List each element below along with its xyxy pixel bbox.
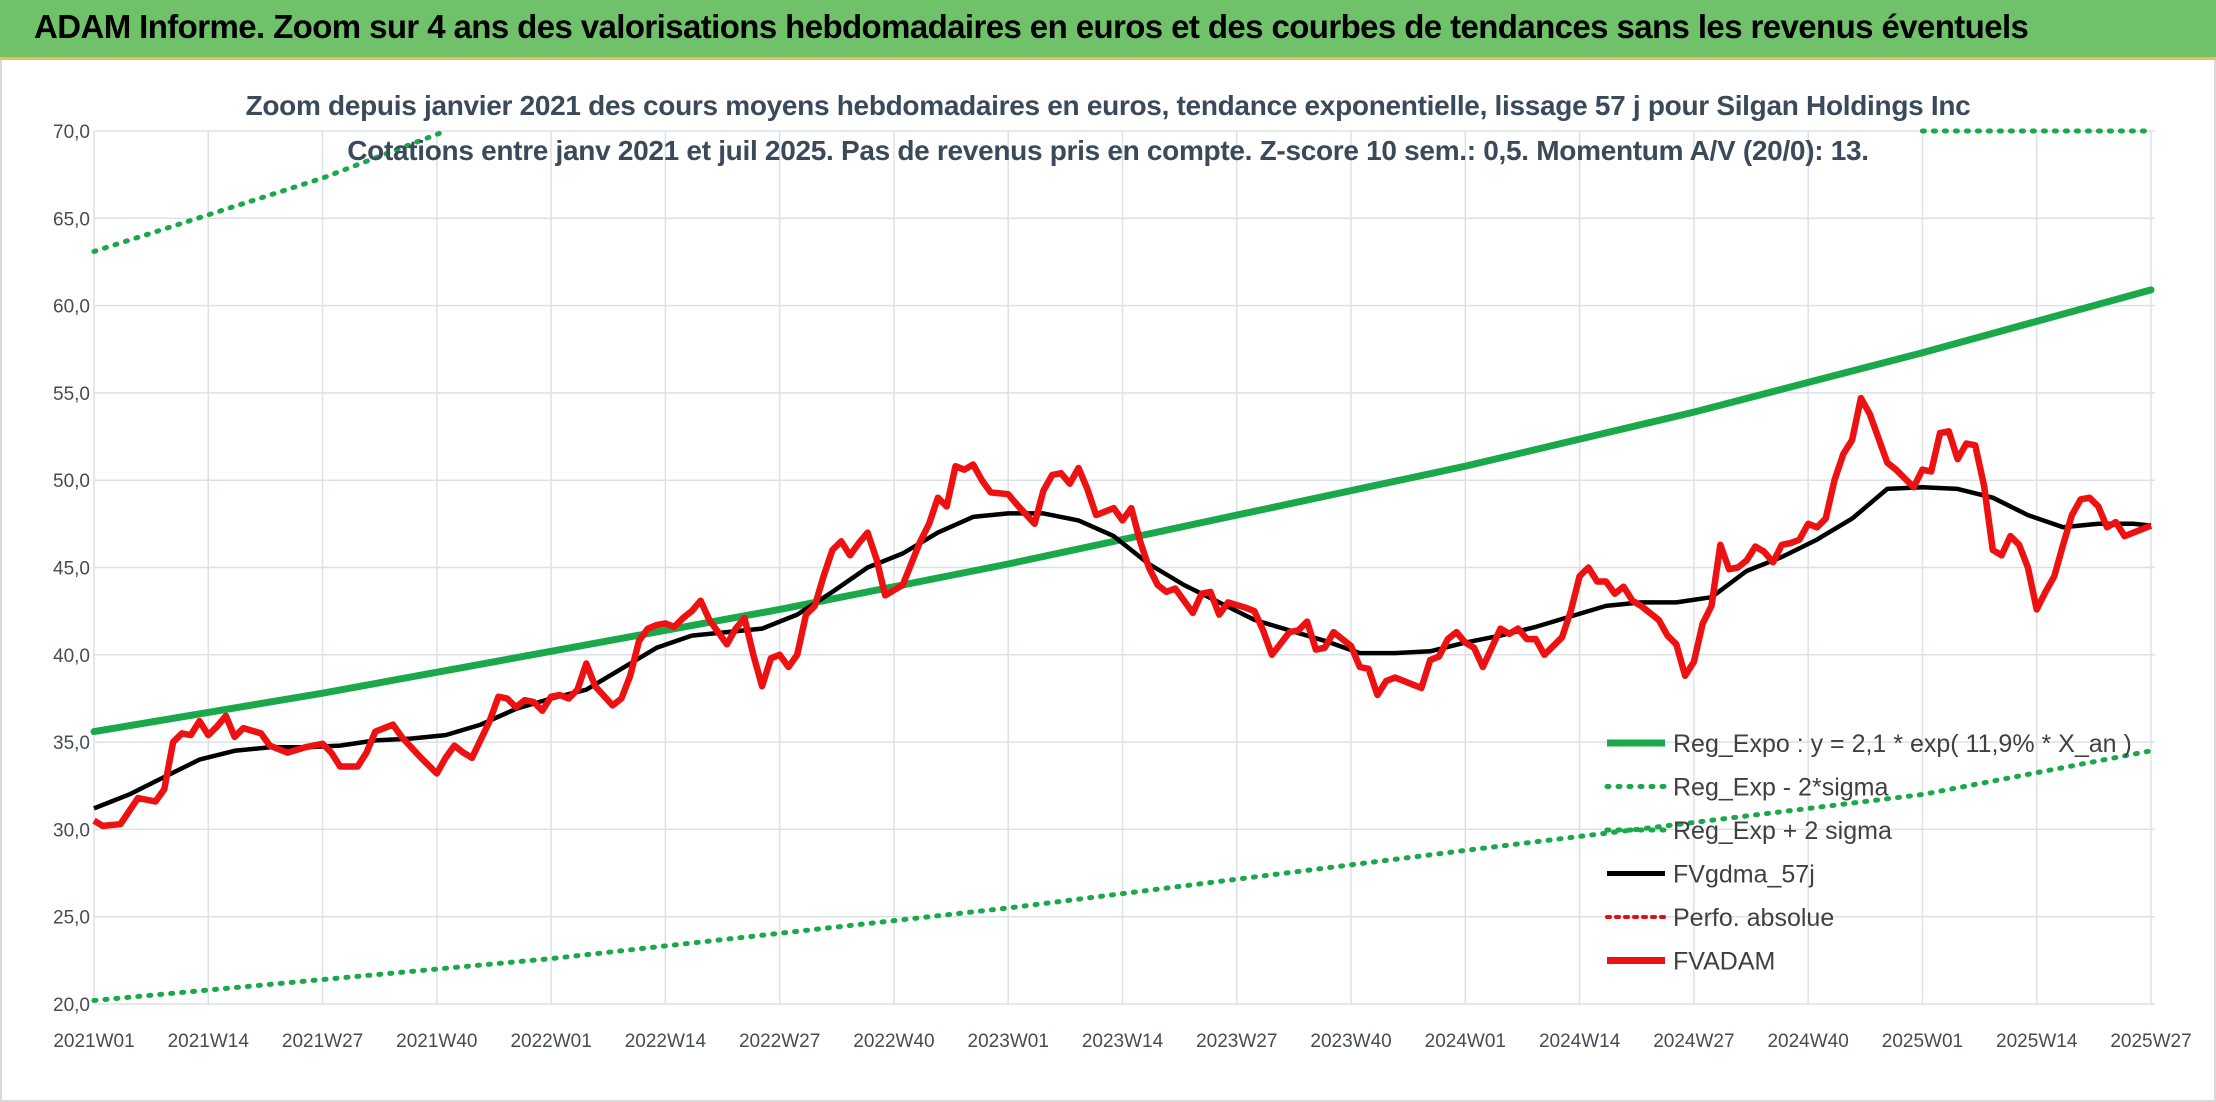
x-tick-label: 2022W27: [739, 1031, 820, 1052]
y-tick-label: 60,0: [53, 297, 90, 318]
x-tick-label: 2021W27: [282, 1031, 363, 1052]
y-tick-label: 50,0: [53, 471, 90, 492]
legend-label-reg-plus: Reg_Exp + 2 sigma: [1673, 817, 1892, 845]
legend-label-fv57: FVgdma_57j: [1673, 861, 1815, 889]
x-tick-label: 2023W27: [1196, 1031, 1277, 1052]
x-axis: 2021W01 2021W14 2021W27 2021W40 2022W01 2022W…: [53, 1031, 2191, 1052]
series-line-fvadam: [92, 394, 2153, 830]
page-title: ADAM Informe. Zoom sur 4 ans des valoris…: [34, 8, 2029, 45]
legend-label-reg-minus: Reg_Exp - 2*sigma: [1673, 774, 1888, 802]
y-tick-label: 35,0: [53, 733, 90, 754]
legend-label-fvadam: FVADAM: [1673, 948, 1775, 976]
series-lines: [90, 128, 2155, 1003]
y-tick-label: 70,0: [53, 122, 90, 143]
x-tick-label: 2021W14: [168, 1031, 250, 1052]
title-banner: ADAM Informe. Zoom sur 4 ans des valoris…: [0, 0, 2216, 60]
x-tick-label: 2024W40: [1767, 1031, 1848, 1052]
x-tick-label: 2025W14: [1996, 1031, 2078, 1052]
y-tick-label: 30,0: [53, 820, 90, 841]
series-line-reg-expo: [90, 286, 2155, 736]
x-tick-label: 2022W40: [853, 1031, 934, 1052]
x-tick-label: 2024W14: [1539, 1031, 1621, 1052]
x-tick-label: 2023W14: [1082, 1031, 1164, 1052]
y-tick-label: 65,0: [53, 209, 90, 230]
x-tick-label: 2024W01: [1425, 1031, 1506, 1052]
y-tick-label: 40,0: [53, 646, 90, 667]
y-tick-label: 25,0: [53, 908, 90, 929]
legend-label-reg-expo: Reg_Expo : y = 2,1 * exp( 11,9% * X_an ): [1673, 730, 2132, 758]
x-tick-label: 2021W40: [396, 1031, 477, 1052]
x-tick-label: 2025W27: [2110, 1031, 2191, 1052]
series-line-reg-minus: [91, 748, 2154, 1003]
y-tick-label: 20,0: [53, 995, 90, 1016]
legend-label-perfo: Perfo. absolue: [1673, 904, 1834, 932]
y-axis: 20,0 25,0 30,0 35,0 40,0 45,0 50,0 55,0 60,0 65,0…: [53, 122, 90, 1016]
x-tick-label: 2023W40: [1310, 1031, 1391, 1052]
x-tick-label: 2022W14: [625, 1031, 707, 1052]
chart-subtitle-line2: Cotations entre janv 2021 et juil 2025. …: [347, 135, 1869, 166]
series-line-fv57: [93, 484, 2152, 811]
x-tick-label: 2025W01: [1882, 1031, 1963, 1052]
y-tick-label: 45,0: [53, 559, 90, 580]
series-line-reg-plus: [91, 128, 449, 254]
chart-subtitle-line1: Zoom depuis janvier 2021 des cours moyen…: [245, 90, 1971, 121]
x-tick-label: 2022W01: [510, 1031, 591, 1052]
x-tick-label: 2024W27: [1653, 1031, 1734, 1052]
x-tick-label: 2021W01: [53, 1031, 134, 1052]
legend: Reg_Expo : y = 2,1 * exp( 11,9% * X_an )…: [1604, 730, 2132, 976]
x-tick-label: 2023W01: [968, 1031, 1049, 1052]
y-tick-label: 55,0: [53, 384, 90, 405]
grid-lines: [93, 130, 2155, 1005]
